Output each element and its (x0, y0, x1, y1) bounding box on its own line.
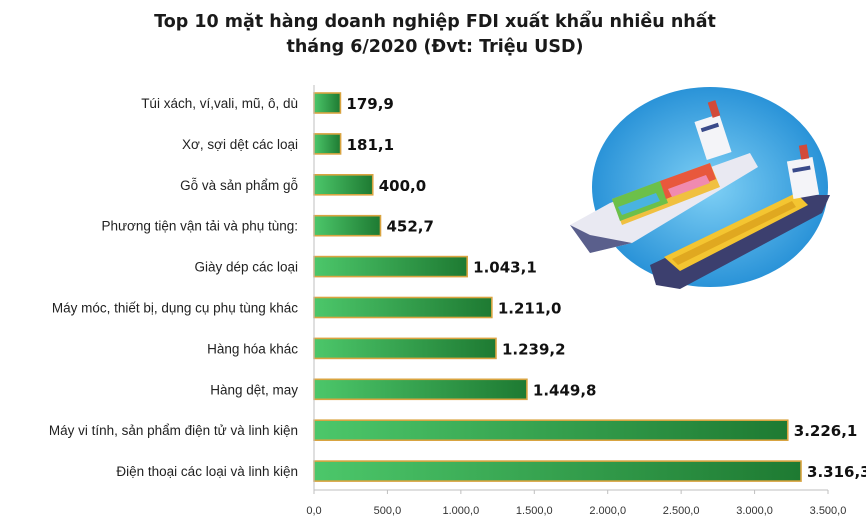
bar (313, 378, 528, 401)
bar (313, 460, 802, 482)
data-label: 1.239,2 (502, 340, 566, 358)
x-tick-label: 0,0 (306, 505, 321, 517)
category-label: Gỗ và sản phẩm gỗ (180, 178, 298, 193)
category-label: Máy móc, thiết bị, dụng cụ phụ tùng khác (52, 301, 298, 316)
bar (313, 92, 342, 114)
x-tick-label: 2.500,0 (663, 505, 700, 517)
category-label: Túi xách, ví,vali, mũ, ô, dù (141, 96, 298, 111)
category-label: Hàng dệt, may (210, 382, 298, 397)
chart-title: Top 10 mặt hàng doanh nghiệp FDI xuất kh… (40, 10, 830, 60)
category-label: Giày dép các loại (194, 260, 298, 275)
x-tick-label: 2.000,0 (589, 505, 626, 517)
bar (313, 296, 493, 319)
category-label: Điện thoại các loại và linh kiện (116, 464, 298, 479)
data-label: 1.449,8 (533, 381, 597, 399)
category-label: Phương tiện vận tải và phụ tùng: (101, 219, 298, 234)
data-label: 452,7 (386, 218, 433, 236)
chart-title-line-1: Top 10 mặt hàng doanh nghiệp FDI xuất kh… (154, 12, 716, 32)
bar (313, 337, 497, 360)
cargo-ships-illustration (570, 87, 830, 289)
chart-title-line-2: tháng 6/2020 (Đvt: Triệu USD) (286, 37, 584, 57)
x-tick-label: 1.500,0 (516, 505, 553, 517)
category-label: Xơ, sợi dệt các loại (182, 137, 298, 152)
data-label: 179,9 (346, 95, 393, 113)
bar (313, 255, 468, 278)
data-label: 3.316,3 (807, 463, 866, 481)
x-tick-label: 3.000,0 (736, 505, 773, 517)
bar (313, 214, 382, 237)
container-ship-icon (570, 100, 758, 253)
tanker-ship-icon (650, 144, 830, 289)
data-label: 1.211,0 (498, 300, 562, 318)
data-label: 400,0 (379, 177, 426, 195)
x-tick-label: 500,0 (374, 505, 402, 517)
bar (313, 174, 374, 196)
category-label: Máy vi tính, sản phẩm điện tử và linh ki… (49, 423, 298, 438)
data-label: 3.226,1 (794, 422, 858, 440)
data-label: 181,1 (347, 136, 394, 154)
x-tick-label: 1.000,0 (443, 505, 480, 517)
x-tick-label: 3.500,0 (810, 505, 847, 517)
bar (313, 419, 789, 442)
bar (313, 133, 342, 155)
data-label: 1.043,1 (473, 259, 537, 277)
category-label: Hàng hóa khác (207, 341, 298, 356)
